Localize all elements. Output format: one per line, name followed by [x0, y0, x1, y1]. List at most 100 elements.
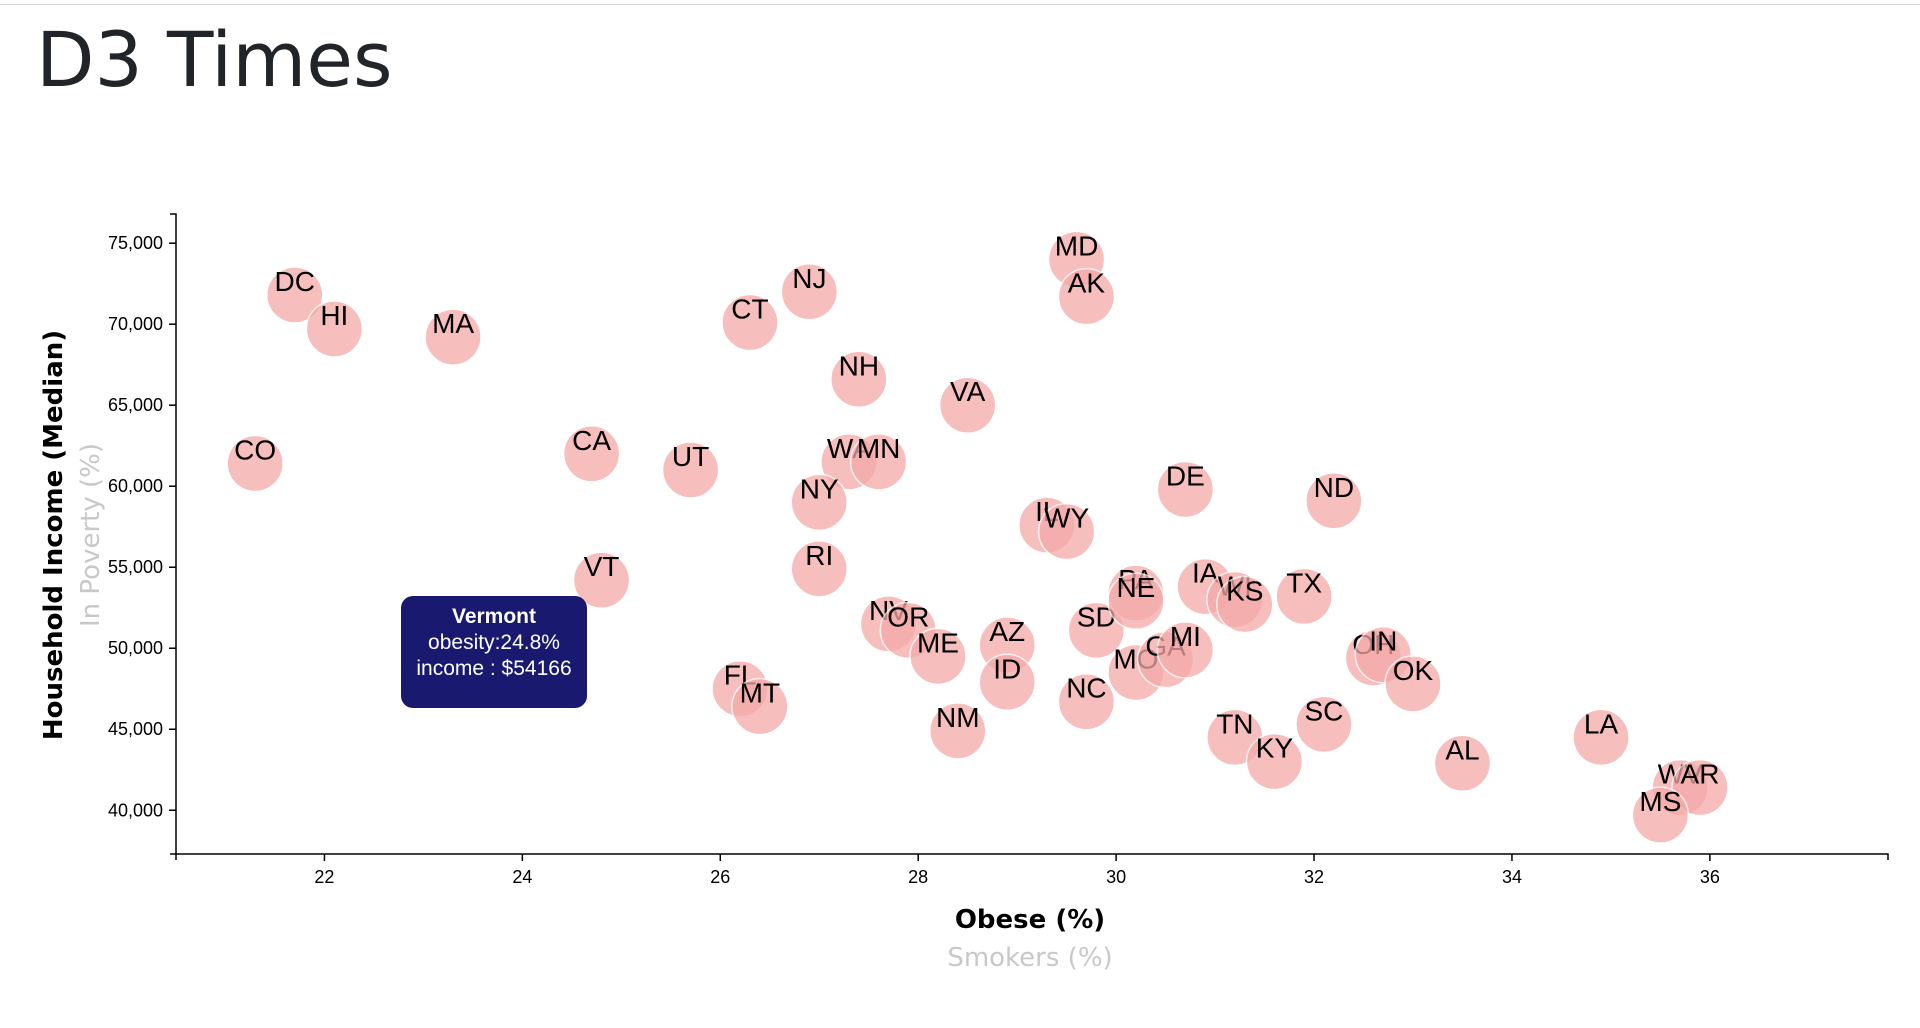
state-circle[interactable]: [790, 540, 848, 598]
state-point-mi[interactable]: MI: [1156, 621, 1215, 679]
state-point-nc[interactable]: NC: [1057, 672, 1116, 731]
state-point-ri[interactable]: RI: [790, 540, 848, 598]
state-circle[interactable]: [731, 677, 789, 736]
state-circle[interactable]: [721, 293, 779, 352]
x-tick-label: 34: [1502, 867, 1522, 887]
x-tick-label: 22: [314, 867, 334, 887]
state-point-al[interactable]: AL: [1433, 734, 1492, 793]
state-point-tx[interactable]: TX: [1275, 567, 1333, 626]
state-point-ne[interactable]: NE: [1107, 572, 1165, 630]
state-point-ky[interactable]: KY: [1245, 732, 1304, 791]
state-circle[interactable]: [1067, 601, 1126, 660]
state-point-nh[interactable]: NH: [830, 350, 888, 409]
state-abbr-label: MA: [432, 308, 474, 339]
page-title: D3 Times: [36, 15, 393, 104]
state-circle[interactable]: [305, 300, 364, 358]
state-point-mn[interactable]: MN: [849, 433, 908, 491]
state-circle[interactable]: [1216, 575, 1274, 634]
state-circle[interactable]: [572, 551, 631, 609]
state-point-wy[interactable]: WY: [1037, 502, 1096, 561]
state-abbr-label: OK: [1393, 655, 1434, 686]
state-abbr-label: HI: [320, 300, 348, 331]
state-abbr-label: AR: [1681, 759, 1720, 790]
state-abbr-label: MI: [1170, 621, 1201, 652]
state-point-ma[interactable]: MA: [424, 308, 482, 366]
state-circle[interactable]: [226, 434, 284, 493]
state-circle[interactable]: [780, 263, 839, 321]
state-point-ny[interactable]: NY: [790, 473, 848, 532]
state-circle[interactable]: [849, 433, 908, 491]
state-point-ca[interactable]: CA: [562, 425, 621, 483]
state-abbr-label: CT: [731, 294, 768, 325]
state-circle[interactable]: [790, 473, 848, 532]
state-point-me[interactable]: ME: [909, 627, 967, 686]
state-circle[interactable]: [266, 266, 324, 324]
state-circle[interactable]: [424, 308, 482, 366]
state-point-ok[interactable]: OK: [1384, 655, 1442, 713]
state-circle[interactable]: [1671, 758, 1729, 817]
state-circle[interactable]: [1572, 708, 1630, 767]
y-tick-label: 60,000: [108, 476, 163, 496]
state-point-nd[interactable]: ND: [1305, 472, 1363, 530]
state-circle[interactable]: [978, 653, 1037, 712]
state-point-dc[interactable]: DC: [266, 266, 324, 324]
state-circle[interactable]: [1275, 567, 1333, 626]
state-point-ks[interactable]: KS: [1216, 575, 1274, 634]
state-abbr-label: ME: [917, 627, 959, 658]
state-abbr-label: CO: [234, 435, 276, 466]
state-point-sc[interactable]: SC: [1295, 695, 1353, 754]
x-tick-label: 26: [710, 867, 730, 887]
state-circle[interactable]: [1305, 472, 1363, 530]
state-point-vt[interactable]: VT: [572, 551, 631, 609]
state-circle[interactable]: [1156, 621, 1215, 679]
state-circle[interactable]: [1631, 786, 1690, 844]
state-circle[interactable]: [830, 350, 888, 409]
state-abbr-label: TN: [1216, 708, 1253, 739]
state-abbr-label: RI: [805, 540, 833, 571]
state-point-hi[interactable]: HI: [305, 300, 364, 358]
state-abbr-label: KS: [1226, 575, 1263, 606]
state-point-co[interactable]: CO: [226, 434, 284, 493]
state-point-ut[interactable]: UT: [661, 441, 720, 499]
state-point-ak[interactable]: AK: [1057, 267, 1116, 326]
x-axis-title-obese[interactable]: Obese (%): [955, 905, 1105, 935]
state-abbr-label: VT: [584, 551, 620, 582]
state-point-mt[interactable]: MT: [731, 677, 789, 736]
y-tick-label: 55,000: [108, 557, 163, 577]
state-circle[interactable]: [1384, 655, 1442, 713]
state-point-ct[interactable]: CT: [721, 293, 779, 352]
state-circle[interactable]: [909, 627, 967, 686]
state-abbr-label: TX: [1286, 567, 1322, 598]
state-abbr-label: ID: [993, 653, 1021, 684]
state-circle[interactable]: [1057, 267, 1116, 326]
state-circle[interactable]: [661, 441, 720, 499]
state-circle[interactable]: [1245, 732, 1304, 791]
state-circle[interactable]: [1295, 695, 1353, 754]
y-axis-line: [170, 213, 177, 855]
state-circle[interactable]: [1107, 572, 1165, 630]
state-abbr-label: CA: [572, 425, 611, 456]
state-abbr-label: MS: [1639, 786, 1681, 817]
state-point-de[interactable]: DE: [1156, 460, 1215, 519]
x-axis-title-smokers[interactable]: Smokers (%): [947, 943, 1112, 973]
state-circle[interactable]: [1037, 502, 1096, 561]
y-axis-title-poverty[interactable]: In Poverty (%): [76, 443, 106, 627]
state-point-ms[interactable]: MS: [1631, 786, 1690, 844]
state-point-la[interactable]: LA: [1572, 708, 1630, 767]
state-circle[interactable]: [1433, 734, 1492, 793]
state-point-nm[interactable]: NM: [929, 702, 987, 760]
state-point-sd[interactable]: SD: [1067, 601, 1126, 660]
state-circle[interactable]: [562, 425, 621, 483]
tooltip-income: income : $54166: [416, 657, 572, 680]
state-circle[interactable]: [938, 376, 997, 434]
state-abbr-label: DC: [275, 266, 315, 297]
state-circle[interactable]: [929, 702, 987, 760]
state-circle[interactable]: [1156, 460, 1215, 519]
state-point-nj[interactable]: NJ: [780, 263, 839, 321]
state-point-id[interactable]: ID: [978, 653, 1037, 712]
state-point-ar[interactable]: AR: [1671, 758, 1729, 817]
y-axis-title-income[interactable]: Household Income (Median): [39, 330, 69, 740]
state-abbr-label: NE: [1116, 572, 1155, 603]
state-circle[interactable]: [1057, 672, 1116, 731]
state-point-va[interactable]: VA: [938, 376, 997, 434]
